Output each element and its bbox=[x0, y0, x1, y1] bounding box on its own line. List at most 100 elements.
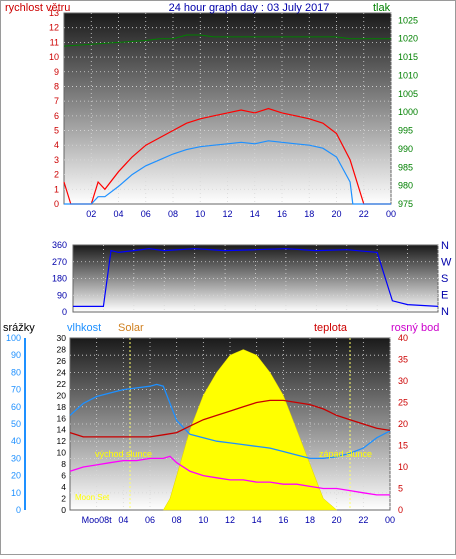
temperature-tick-label: 20 bbox=[398, 419, 408, 429]
wind-hour-tick-label: 16 bbox=[277, 209, 287, 219]
solar-tick-label: 18 bbox=[57, 402, 67, 412]
pressure-tick-label: 1010 bbox=[398, 70, 418, 80]
solar-tick-label: 26 bbox=[57, 356, 67, 366]
compass-label: N bbox=[441, 240, 449, 252]
solar-tick-label: 10 bbox=[57, 448, 67, 458]
compass-label: S bbox=[441, 273, 448, 285]
moonset-label: Moon Set bbox=[75, 493, 110, 502]
solar-tick-label: 24 bbox=[57, 367, 67, 377]
wind-hour-tick-label: 14 bbox=[250, 209, 260, 219]
direction-tick-label: 180 bbox=[52, 274, 67, 284]
rain-tick-label: 60 bbox=[11, 402, 21, 412]
temperature-hour-tick-label: Moo08t bbox=[82, 515, 113, 525]
chart-title: 24 hour graph day : 03 July 2017 bbox=[169, 2, 330, 14]
rain-tick-label: 20 bbox=[11, 471, 21, 481]
pressure-tick-label: 1000 bbox=[398, 107, 418, 117]
temperature-tick-label: 5 bbox=[398, 484, 403, 494]
temperature-panel: 0102030405060708090100024681012141618202… bbox=[3, 322, 439, 525]
rain-tick-label: 90 bbox=[11, 350, 21, 360]
temperature-tick-labels: 0102030405060708090100024681012141618202… bbox=[6, 333, 408, 525]
temperature-axis-label: teplota bbox=[314, 322, 348, 334]
temperature-hour-tick-label: 06 bbox=[145, 515, 155, 525]
pressure-tick-label: 1015 bbox=[398, 52, 418, 62]
temperature-tick-label: 30 bbox=[398, 376, 408, 386]
temperature-hour-tick-label: 18 bbox=[305, 515, 315, 525]
wind-hour-tick-label: 20 bbox=[331, 209, 341, 219]
wind-speed-tick-label: 5 bbox=[54, 126, 59, 136]
pressure-tick-label: 990 bbox=[398, 144, 413, 154]
temperature-hour-tick-label: 14 bbox=[252, 515, 262, 525]
solar-area bbox=[162, 349, 338, 511]
wind-tick-labels: 0123456789101112139759809859909951000100… bbox=[49, 8, 418, 219]
humidity-axis-label: vlhkost bbox=[67, 322, 101, 334]
wind-grid bbox=[64, 13, 392, 204]
wind-hour-tick-label: 00 bbox=[386, 209, 396, 219]
temperature-hour-tick-label: 10 bbox=[198, 515, 208, 525]
temperature-tick-label: 40 bbox=[398, 333, 408, 343]
temperature-line bbox=[69, 399, 391, 438]
direction-tick-label: 0 bbox=[62, 307, 67, 317]
solar-tick-label: 6 bbox=[61, 471, 66, 481]
direction-tick-label: 90 bbox=[57, 290, 67, 300]
wind-speed-tick-label: 13 bbox=[49, 8, 59, 18]
wind-hour-tick-label: 08 bbox=[168, 209, 178, 219]
wind-hour-tick-label: 22 bbox=[359, 209, 369, 219]
temperature-tick-label: 15 bbox=[398, 441, 408, 451]
solar-tick-label: 16 bbox=[57, 413, 67, 423]
temperature-tick-label: 25 bbox=[398, 398, 408, 408]
wind-speed-axis-label: rychlost větru bbox=[5, 2, 70, 14]
compass-label: E bbox=[441, 290, 448, 302]
pressure-tick-label: 980 bbox=[398, 181, 413, 191]
temperature-series bbox=[69, 338, 391, 511]
rain-tick-label: 10 bbox=[11, 488, 21, 498]
solar-tick-label: 30 bbox=[57, 333, 67, 343]
temperature-tick-label: 0 bbox=[398, 505, 403, 515]
dewpoint-axis-label: rosný bod bbox=[391, 322, 439, 334]
wind-speed-tick-label: 11 bbox=[50, 37, 59, 47]
wind-speed-tick-label: 8 bbox=[54, 81, 59, 91]
pressure-tick-label: 1025 bbox=[398, 15, 418, 25]
direction-tick-label: 360 bbox=[52, 240, 67, 250]
rain-tick-label: 0 bbox=[16, 505, 21, 515]
temperature-hour-tick-label: 04 bbox=[118, 515, 128, 525]
temperature-tick-label: 35 bbox=[398, 355, 408, 365]
rain-tick-label: 30 bbox=[11, 453, 21, 463]
wind-speed-tick-label: 10 bbox=[49, 52, 59, 62]
solar-tick-label: 14 bbox=[57, 425, 67, 435]
solar-tick-label: 28 bbox=[57, 344, 67, 354]
wind-speed-tick-label: 9 bbox=[54, 67, 59, 77]
wind-gust-line bbox=[63, 107, 391, 205]
wind-speed-tick-label: 2 bbox=[54, 170, 59, 180]
rain-axis-label: srážky bbox=[3, 322, 35, 334]
temperature-hour-tick-label: 16 bbox=[278, 515, 288, 525]
direction-tick-label: 270 bbox=[52, 257, 67, 267]
moonrise-label: Moon Rise bbox=[257, 493, 296, 502]
wind-direction-line bbox=[73, 248, 439, 307]
rain-tick-label: 100 bbox=[6, 333, 21, 343]
compass-label: N bbox=[441, 306, 449, 318]
wind-hour-tick-label: 18 bbox=[304, 209, 314, 219]
compass-label: W bbox=[441, 257, 452, 269]
wind-speed-tick-label: 7 bbox=[54, 96, 59, 106]
wind-hour-tick-label: 06 bbox=[141, 209, 151, 219]
pressure-line bbox=[63, 34, 391, 47]
direction-series bbox=[73, 248, 439, 307]
sunset-label: západ slunce bbox=[319, 449, 372, 459]
pressure-tick-label: 995 bbox=[398, 126, 413, 136]
solar-tick-label: 2 bbox=[61, 494, 66, 504]
solar-tick-label: 8 bbox=[61, 459, 66, 469]
temperature-hour-tick-label: 20 bbox=[332, 515, 342, 525]
temperature-tick-label: 10 bbox=[398, 462, 408, 472]
wind-speed-tick-label: 1 bbox=[54, 184, 59, 194]
solar-tick-label: 4 bbox=[61, 482, 66, 492]
solar-tick-label: 0 bbox=[61, 505, 66, 515]
wind-speed-tick-label: 3 bbox=[54, 155, 59, 165]
sunrise-label: východ slunce bbox=[95, 449, 152, 459]
rain-tick-label: 80 bbox=[11, 367, 21, 377]
pressure-axis-label: tlak bbox=[373, 2, 391, 14]
temperature-hour-tick-label: 22 bbox=[358, 515, 368, 525]
temperature-hour-tick-label: 08 bbox=[172, 515, 182, 525]
dewpoint-line bbox=[69, 455, 390, 496]
